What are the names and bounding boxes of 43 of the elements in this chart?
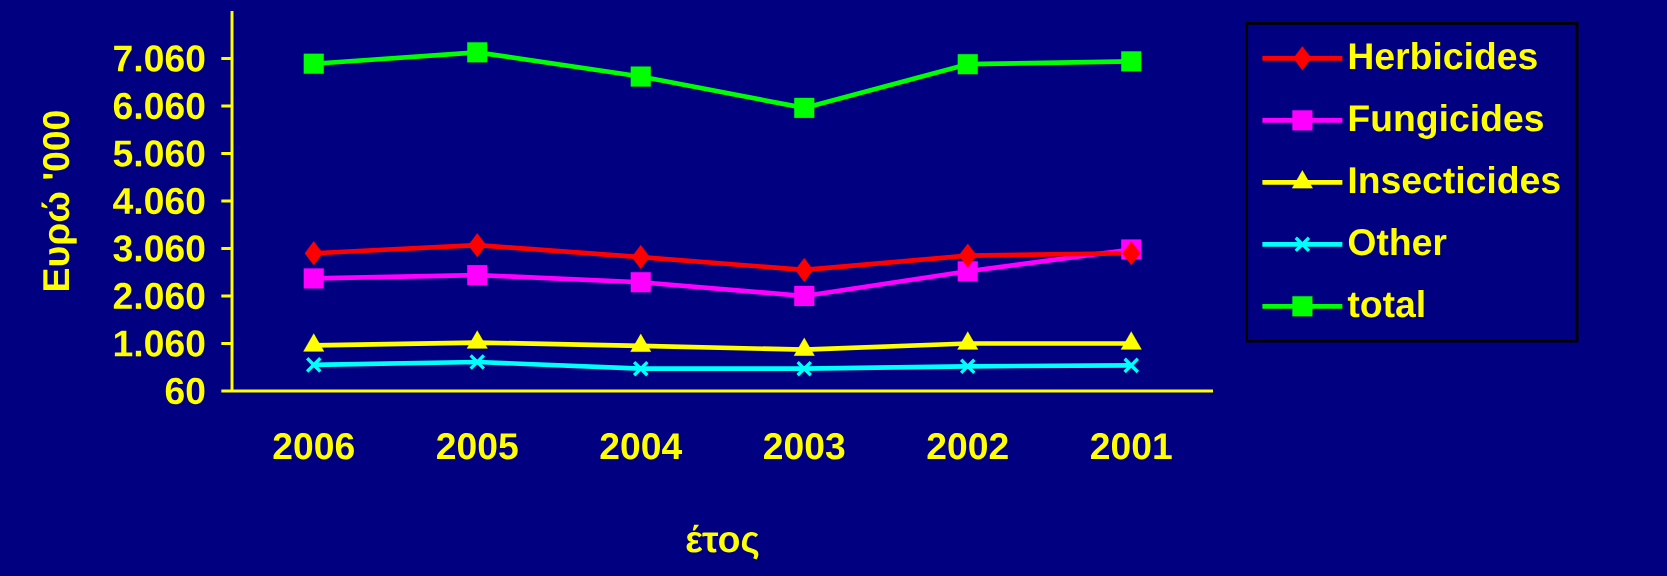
x-tick-label: 2001 <box>1091 433 1172 460</box>
point <box>794 285 815 307</box>
point <box>1121 51 1142 72</box>
legend-label: total <box>1347 289 1424 318</box>
point <box>1122 241 1141 266</box>
point <box>632 360 650 377</box>
y-tick-label: 6.060 <box>113 92 205 120</box>
legend-label: Herbicides <box>1349 42 1537 70</box>
x-tick-label: 2002 <box>927 433 1008 460</box>
point <box>795 257 814 282</box>
legend-label: Insecticides <box>1349 166 1560 194</box>
y-tick-label: 7.060 <box>114 45 205 72</box>
y-tick-label: 3.060 <box>113 235 205 262</box>
point <box>959 358 977 375</box>
point <box>467 265 488 286</box>
x-tick-label: 2003 <box>764 433 845 460</box>
y-tick-label: 1.060 <box>114 330 205 357</box>
point <box>630 272 651 293</box>
point <box>795 360 813 377</box>
point <box>303 53 324 74</box>
point <box>304 241 323 266</box>
point <box>958 243 977 268</box>
legend-label: Fungicides <box>1349 104 1543 139</box>
x-axis-title: έτος <box>686 524 759 560</box>
y-tick-label: 2.060 <box>113 282 205 310</box>
y-axis-title: Ευρώ '000 <box>41 111 77 290</box>
point <box>467 42 488 63</box>
x-tick-label: 2006 <box>273 433 354 460</box>
point <box>794 97 815 118</box>
point <box>305 356 323 374</box>
y-tick-label: 60 <box>165 377 205 405</box>
point <box>957 54 978 75</box>
legend-label: Other <box>1348 228 1447 256</box>
y-tick-label: 5.060 <box>113 140 205 167</box>
y-tick-label: 4.060 <box>113 187 205 215</box>
point <box>468 353 486 371</box>
point <box>631 244 650 270</box>
point <box>1122 357 1140 374</box>
point <box>630 66 651 87</box>
point <box>303 268 324 289</box>
point <box>468 233 487 258</box>
x-tick-label: 2005 <box>437 433 518 460</box>
x-tick-label: 2004 <box>600 433 683 460</box>
